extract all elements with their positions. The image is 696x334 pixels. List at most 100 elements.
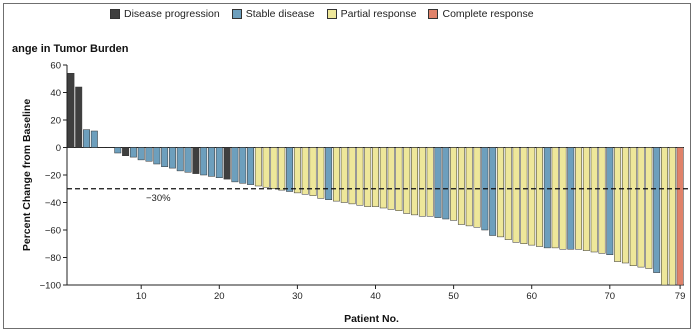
bar-patient-41	[379, 147, 387, 209]
legend-swatch-stable-disease	[231, 9, 242, 19]
bar-patient-71	[614, 147, 622, 262]
bar-patient-61	[536, 147, 543, 247]
bar-patient-33	[317, 147, 325, 199]
bar-patient-24	[247, 147, 254, 185]
bar-patient-15	[176, 147, 184, 172]
chart-legend: Disease progression Stable disease Parti…	[110, 8, 534, 20]
bar-patient-23	[239, 147, 247, 184]
bar-patient-69	[598, 147, 606, 254]
bar-patient-25	[254, 147, 262, 187]
bar-patient-7	[114, 147, 122, 154]
y-tick-label: −40	[45, 198, 61, 209]
legend-swatch-partial-response	[326, 9, 337, 19]
y-tick-label: −60	[45, 226, 61, 237]
bar-patient-56	[497, 147, 504, 238]
bar-patient-10	[137, 147, 145, 161]
y-tick-label: 60	[50, 61, 61, 72]
legend-swatch-disease-progression	[110, 9, 120, 19]
bar-patient-65	[567, 147, 575, 250]
legend-label-stable-disease: Stable disease	[245, 8, 315, 20]
bar-patient-21	[223, 147, 231, 180]
bar-patient-63	[551, 147, 559, 249]
bar-patient-32	[309, 147, 317, 196]
bar-patient-36	[340, 147, 348, 203]
y-tick-label: −100	[40, 281, 61, 292]
bar-patient-28	[278, 147, 286, 191]
bar-patient-4	[90, 130, 98, 148]
bar-patient-64	[559, 147, 567, 250]
bar-patient-79	[676, 147, 684, 286]
bar-patient-34	[325, 147, 333, 200]
bar-patient-59	[520, 147, 528, 244]
bar-patient-42	[387, 147, 395, 210]
bar-patient-16	[184, 147, 192, 173]
bar-patient-53	[473, 147, 481, 228]
legend-label-disease-progression: Disease progression	[124, 8, 220, 20]
bar-patient-77	[661, 147, 668, 286]
legend-swatch-complete-response	[428, 9, 439, 19]
x-tick-label: 60	[526, 291, 537, 302]
x-tick-label: 30	[292, 291, 303, 302]
bar-patient-20	[215, 147, 223, 178]
chart-title: ange in Tumor Burden	[12, 43, 129, 55]
bar-patient-38	[356, 147, 364, 206]
bar-patient-68	[590, 147, 598, 253]
bar-patient-45	[411, 147, 419, 216]
bar-patient-8	[122, 147, 130, 156]
bar-patient-44	[403, 147, 411, 214]
bar-patient-76	[653, 147, 661, 273]
x-tick-label: 40	[370, 291, 381, 302]
bar-patient-67	[582, 147, 590, 251]
bar-patient-40	[372, 147, 379, 207]
bar-patient-12	[153, 147, 161, 165]
bar-patient-3	[83, 129, 90, 148]
bar-patient-46	[418, 147, 426, 217]
bar-patient-37	[348, 147, 356, 205]
legend-item-disease-progression: Disease progression	[110, 8, 220, 20]
threshold-label: −30%	[146, 193, 171, 204]
bar-patient-17	[192, 147, 200, 174]
bar-patient-78	[668, 147, 676, 286]
legend-label-partial-response: Partial response	[340, 8, 417, 20]
bar-patient-52	[465, 147, 473, 227]
bar-patient-9	[129, 147, 137, 158]
y-tick-label: −80	[45, 253, 61, 264]
bar-patient-26	[262, 147, 270, 188]
y-tick-label: −20	[45, 171, 61, 182]
bar-patient-50	[450, 147, 458, 221]
legend-item-partial-response: Partial response	[326, 8, 417, 20]
bar-patient-22	[231, 147, 239, 183]
bar-patient-29	[286, 147, 294, 192]
bar-patient-72	[621, 147, 629, 264]
y-tick-label: 0	[56, 143, 61, 154]
y-axis-title: Percent Change from Baseline	[21, 99, 33, 251]
bar-patient-66	[575, 147, 583, 250]
bar-patient-14	[168, 147, 176, 169]
bar-patient-43	[395, 147, 403, 211]
bar-patient-48	[434, 147, 442, 218]
bar-patient-74	[637, 147, 645, 268]
bar-patient-55	[489, 147, 497, 236]
bar-patient-19	[208, 147, 215, 177]
bar-patient-51	[457, 147, 465, 225]
legend-item-stable-disease: Stable disease	[231, 8, 315, 20]
x-axis-title: Patient No.	[344, 313, 399, 325]
bar-patient-49	[442, 147, 450, 220]
legend-label-complete-response: Complete response	[442, 8, 534, 20]
bar-patient-57	[504, 147, 512, 240]
x-tick-label: 50	[448, 291, 459, 302]
bar-patient-35	[332, 147, 340, 202]
x-tick-label: 79	[675, 291, 686, 302]
bar-patient-73	[629, 147, 637, 266]
x-tick-label: 10	[136, 291, 147, 302]
bar-patient-60	[528, 147, 536, 246]
x-tick-label: 70	[605, 291, 616, 302]
bar-patient-47	[426, 147, 434, 217]
bar-patient-39	[364, 147, 372, 207]
bar-patient-30	[293, 147, 301, 194]
bar-patient-62	[543, 147, 551, 249]
y-tick-label: 20	[50, 116, 61, 127]
y-tick-label: 40	[50, 88, 61, 99]
legend-item-complete-response: Complete response	[428, 8, 534, 20]
